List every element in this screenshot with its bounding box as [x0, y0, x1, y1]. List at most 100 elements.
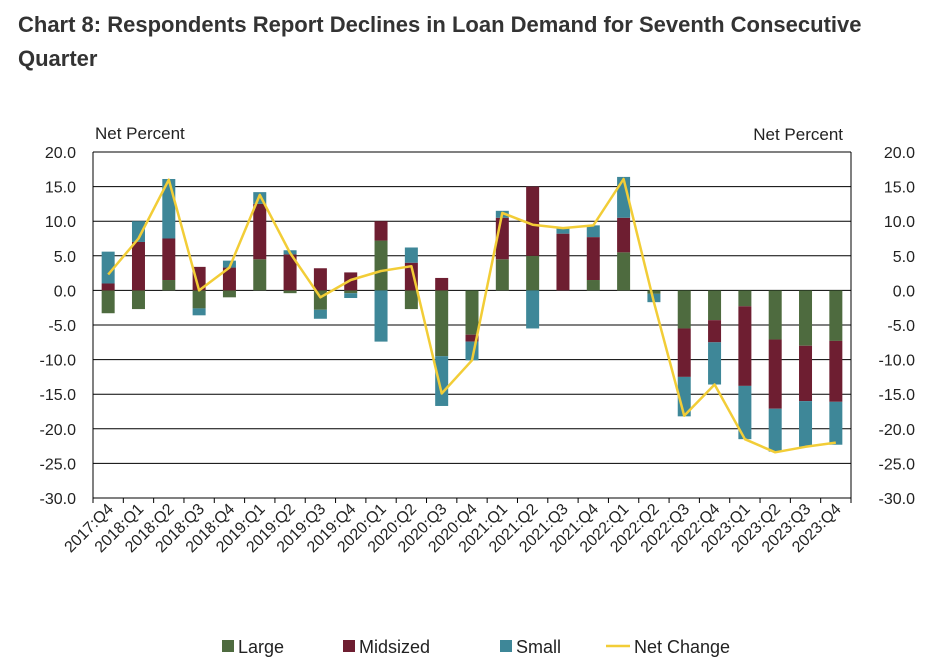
y-tick-label-left: 5.0 [54, 249, 76, 266]
legend-item-large: Large [222, 637, 284, 657]
y-tick-label-left: -20.0 [40, 422, 77, 439]
y-tick-label-right: -15.0 [879, 387, 916, 404]
bar-large [617, 252, 631, 291]
legend: Large Midsized Small Net Change [222, 637, 730, 657]
bar-large [435, 290, 449, 357]
bar-small [374, 290, 388, 342]
bar-midsized [253, 203, 267, 260]
y-tick-label-left: -5.0 [48, 318, 76, 335]
bar-large [586, 280, 600, 291]
bar-large [647, 290, 661, 294]
legend-label: Midsized [359, 637, 430, 657]
y-tick-label-right: -20.0 [879, 422, 916, 439]
y-tick-label-left: 10.0 [45, 214, 76, 231]
y-tick-label-right: -30.0 [879, 491, 916, 508]
bar-small [344, 293, 358, 299]
legend-item-midsized: Midsized [343, 637, 430, 657]
bar-small [556, 228, 570, 234]
y-axis-title-right: Net Percent [753, 125, 843, 144]
bar-small [799, 401, 813, 447]
bar-midsized [586, 237, 600, 281]
bar-large [404, 290, 418, 310]
bar-large [222, 290, 236, 298]
bar-midsized [768, 339, 782, 409]
y-tick-label-left: -30.0 [40, 491, 77, 508]
bar-midsized [374, 221, 388, 241]
bar-large [829, 290, 843, 341]
bar-midsized [738, 306, 752, 386]
legend-swatch [500, 640, 512, 652]
legend-swatch [343, 640, 355, 652]
bar-small [526, 290, 540, 329]
legend-label: Large [238, 637, 284, 657]
legend-item-net-change: Net Change [606, 637, 730, 657]
chart-title: Chart 8: Respondents Report Declines in … [18, 12, 862, 71]
bar-small [738, 385, 752, 440]
bar-midsized [556, 233, 570, 291]
bar-midsized [617, 217, 631, 253]
y-tick-label-right: 5.0 [893, 249, 915, 266]
bar-midsized [465, 334, 479, 342]
y-tick-label-left: 15.0 [45, 180, 76, 197]
legend-swatch [222, 640, 234, 652]
bar-small [708, 342, 722, 385]
bar-large [708, 290, 722, 321]
bar-large [101, 290, 115, 314]
bar-large [253, 259, 267, 291]
bar-midsized [799, 345, 813, 402]
y-tick-label-left: -15.0 [40, 387, 77, 404]
y-tick-label-right: -25.0 [879, 456, 916, 473]
bar-midsized [708, 320, 722, 343]
bar-midsized [435, 277, 449, 291]
y-tick-label-right: 0.0 [893, 283, 915, 300]
y-tick-label-right: -10.0 [879, 353, 916, 370]
bar-large [738, 290, 752, 307]
y-tick-label-right: 20.0 [884, 145, 915, 162]
y-tick-label-left: 0.0 [54, 283, 76, 300]
bar-midsized [829, 340, 843, 402]
bar-small [586, 225, 600, 238]
legend-label: Net Change [634, 637, 730, 657]
bar-midsized [313, 268, 327, 291]
bar-small [404, 247, 418, 263]
bar-midsized [526, 186, 540, 256]
y-tick-label-right: -5.0 [887, 318, 915, 335]
bar-large [192, 290, 206, 309]
bar-large [131, 290, 145, 310]
y-tick-label-right: 15.0 [884, 180, 915, 197]
bar-small [768, 408, 782, 452]
y-tick-label-left: -10.0 [40, 353, 77, 370]
bar-small [829, 401, 843, 445]
bar-small [192, 308, 206, 316]
legend-label: Small [516, 637, 561, 657]
bar-midsized [283, 254, 297, 291]
bar-small [101, 251, 115, 284]
bar-small [313, 309, 327, 319]
bar-midsized [131, 241, 145, 291]
bar-large [162, 280, 176, 291]
y-tick-label-right: 10.0 [884, 214, 915, 231]
y-axis-title-left: Net Percent [95, 124, 185, 143]
bars [101, 176, 843, 452]
bar-large [283, 290, 297, 294]
y-tick-label-left: -25.0 [40, 456, 77, 473]
bar-large [495, 259, 509, 291]
legend-item-small: Small [500, 637, 561, 657]
bar-small [222, 260, 236, 268]
bar-midsized [222, 267, 236, 291]
bar-midsized [162, 238, 176, 281]
bar-large [799, 290, 813, 346]
bar-large [677, 290, 691, 329]
bar-midsized [677, 328, 691, 377]
y-tick-label-left: 20.0 [45, 145, 76, 162]
bar-large [768, 290, 782, 340]
bar-midsized [101, 283, 115, 291]
bar-midsized [192, 266, 206, 291]
bar-large [344, 290, 358, 294]
bar-small [435, 356, 449, 406]
net-change-line [107, 177, 836, 454]
bar-small [131, 221, 145, 242]
bar-large [374, 240, 388, 291]
bar-large [526, 255, 540, 291]
